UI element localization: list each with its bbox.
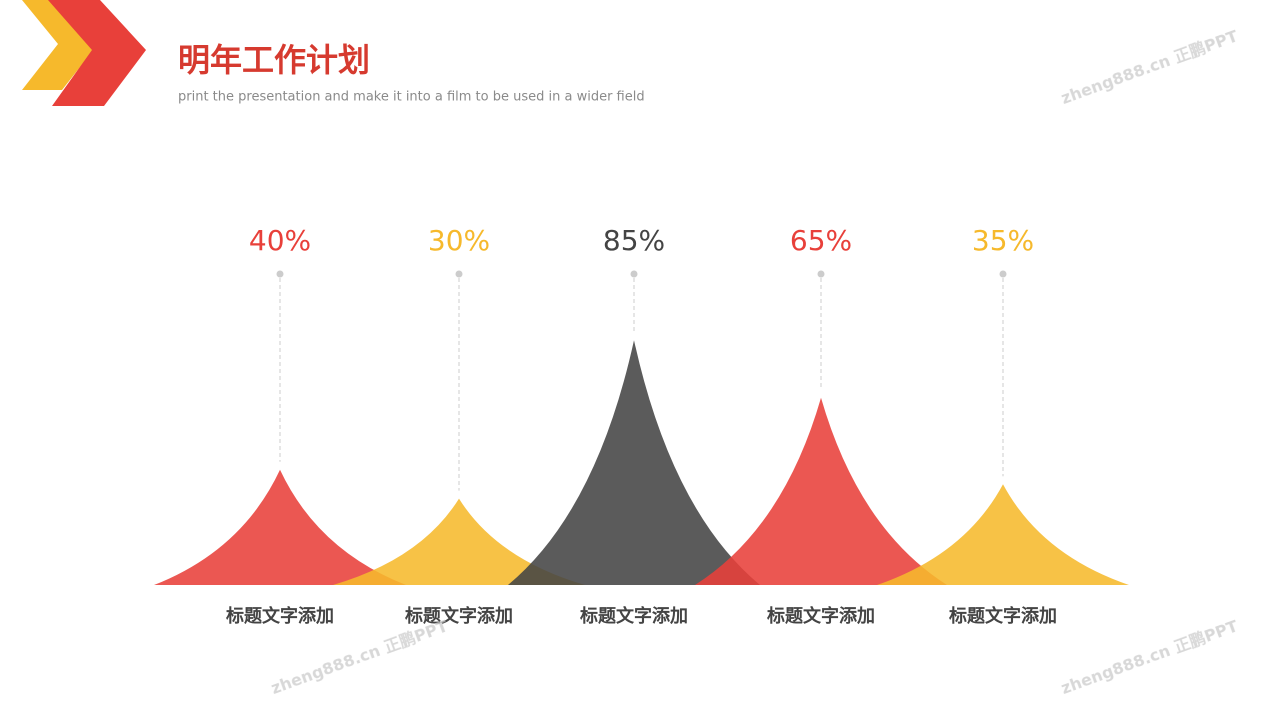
peak <box>508 340 760 585</box>
peak <box>695 397 947 585</box>
value-label: 30% <box>428 224 490 257</box>
peak <box>877 484 1129 585</box>
value-label: 35% <box>972 224 1034 257</box>
watermarks: zheng888.cn 正鹏PPT zheng888.cn 正鹏PPT zhen… <box>268 26 1240 698</box>
chevron-front <box>48 0 146 106</box>
category-label: 标题文字添加 <box>579 605 688 627</box>
title: 明年工作计划 <box>178 41 370 79</box>
value-label: 85% <box>603 224 665 257</box>
leader-dot <box>630 270 638 278</box>
peak <box>333 498 585 585</box>
category-label: 标题文字添加 <box>766 605 875 627</box>
watermark: zheng888.cn 正鹏PPT <box>1058 26 1240 108</box>
leader-dot <box>276 270 284 278</box>
peak <box>154 469 406 585</box>
value-label: 65% <box>790 224 852 257</box>
value-label: 40% <box>249 224 311 257</box>
leader-dot <box>817 270 825 278</box>
watermark: zheng888.cn 正鹏PPT <box>1058 616 1240 698</box>
category-label: 标题文字添加 <box>404 605 513 627</box>
category-label: 标题文字添加 <box>948 605 1057 627</box>
watermark: zheng888.cn 正鹏PPT <box>268 616 450 698</box>
plot: 40% 标题文字添加 30% 标题文字添加 85% 标题文字添加 65% 标题文字添加 35% 标… <box>154 224 1129 627</box>
subtitle: print the presentation and make it into … <box>178 90 645 105</box>
leader-dot <box>455 270 463 278</box>
category-label: 标题文字添加 <box>225 605 334 627</box>
leader-dot <box>999 270 1007 278</box>
